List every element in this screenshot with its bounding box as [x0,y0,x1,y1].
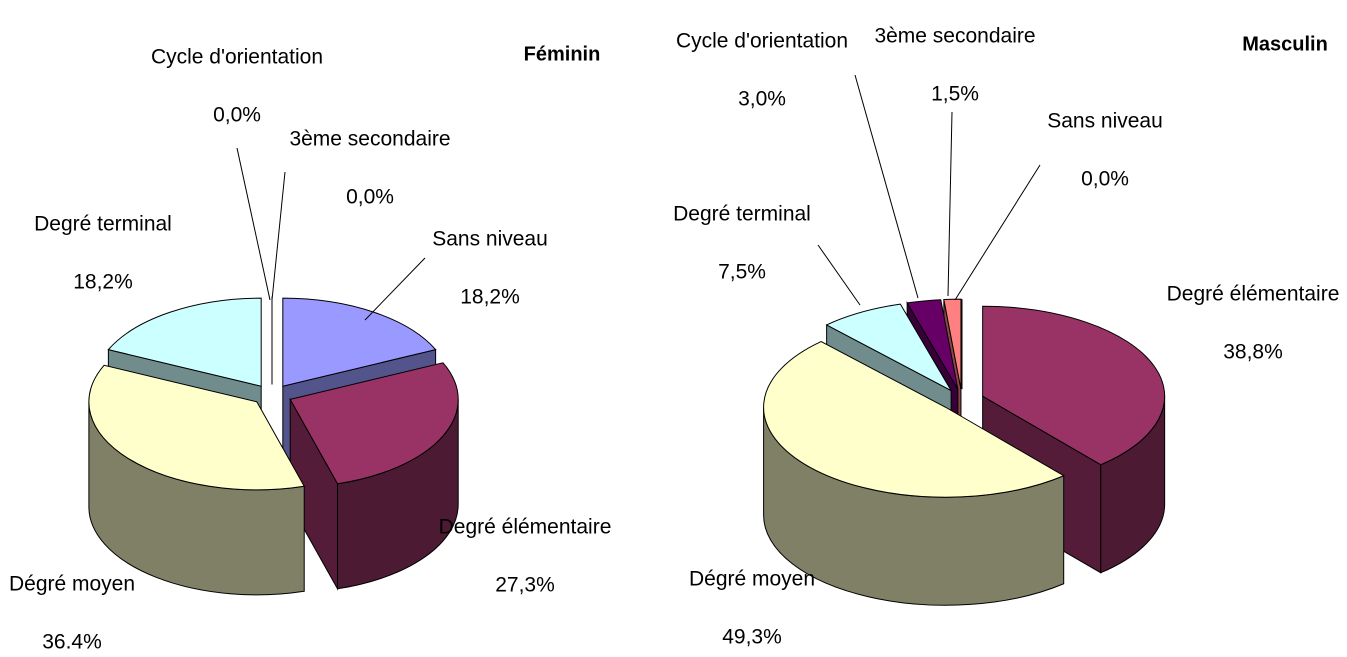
value-label: 49,3% [722,626,782,649]
value-label: 7,5% [718,261,766,284]
slice-label: Cycle d'orientation [676,30,848,53]
value-label: 0,0% [213,104,261,127]
slice [289,362,459,485]
slice-label: Sans niveau [432,228,548,251]
slice [906,299,959,390]
slice-label: 3ème secondaire [874,25,1035,48]
value-label: 38,8% [1223,341,1283,364]
slice [982,305,1166,466]
value-label: 27,3% [495,574,555,597]
value-label: 18,2% [73,271,133,294]
slice-label: Cycle d'orientation [151,46,323,69]
slice-label: Degré élémentaire [439,516,612,539]
leader-line [954,164,1041,301]
leader-line [947,111,953,297]
leader-line [236,147,271,301]
value-label: 18,2% [460,286,520,309]
value-label: 36.4% [42,631,102,654]
slice [763,341,1065,498]
pie-chart: Féminin Sans niveau 18,2% Degré élémentaire… [9,43,611,653]
leader-line [817,244,861,306]
value-label: 3,0% [738,88,786,111]
value-label: 0,0% [346,186,394,209]
slice [943,298,962,390]
value-label: 0,0% [1081,168,1129,191]
leader-line [364,257,426,321]
leader-line [271,171,286,301]
slice-label: 3ème secondaire [289,128,450,151]
pie-chart: Masculin Sans niveau 0,0% Degré élémentaire… [673,25,1339,649]
slice-label: Dégré moyen [689,568,815,591]
slice [107,297,262,387]
slice-label: Degré terminal [673,203,811,226]
chart-title: Masculin [1242,33,1328,55]
chart-title: Féminin [524,43,601,65]
slice-label: Degré élémentaire [1167,283,1340,306]
slice [825,303,953,392]
slice-label: Degré terminal [34,213,172,236]
slice-label: Sans niveau [1047,110,1163,133]
slice-label: Dégré moyen [9,573,135,596]
value-label: 1,5% [931,83,979,106]
slice [282,297,437,387]
leader-line [854,74,919,299]
slice [88,364,306,491]
